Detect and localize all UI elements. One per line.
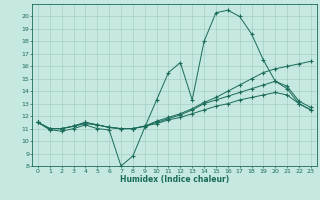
X-axis label: Humidex (Indice chaleur): Humidex (Indice chaleur) — [120, 175, 229, 184]
